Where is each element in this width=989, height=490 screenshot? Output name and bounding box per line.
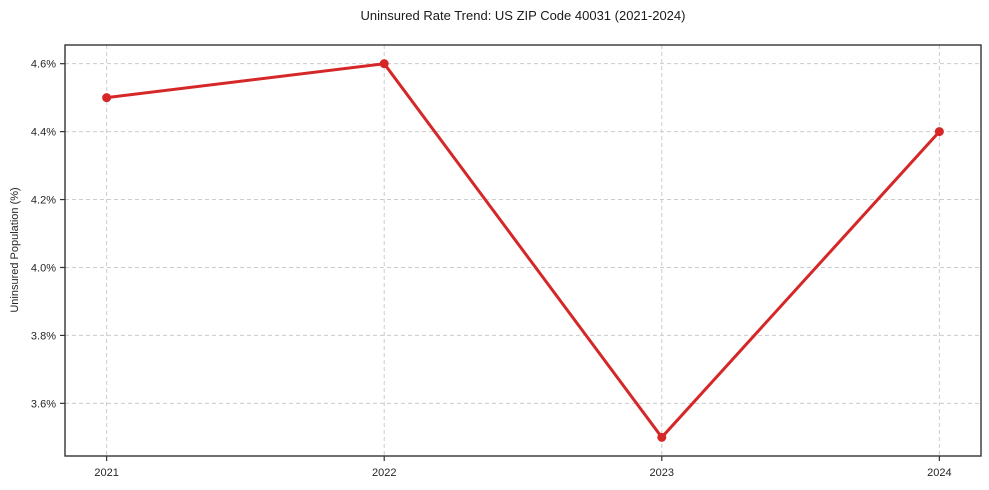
data-point — [657, 432, 667, 442]
data-point — [102, 93, 112, 103]
y-tick-label: 3.6% — [31, 398, 56, 410]
y-tick-label: 4.2% — [31, 195, 56, 207]
x-tick-label: 2024 — [927, 467, 951, 479]
data-point — [934, 127, 944, 137]
x-tick-label: 2022 — [372, 467, 396, 479]
x-tick-label: 2021 — [94, 467, 118, 479]
data-point — [379, 59, 389, 69]
x-tick-label: 2023 — [650, 467, 674, 479]
chart-title: Uninsured Rate Trend: US ZIP Code 40031 … — [361, 8, 686, 23]
y-axis-label: Uninsured Population (%) — [9, 187, 21, 312]
y-tick-label: 3.8% — [31, 330, 56, 342]
plot-border — [64, 44, 982, 457]
y-tick-label: 4.4% — [31, 127, 56, 139]
trend-line — [105, 62, 941, 439]
y-tick-label: 4.6% — [31, 59, 56, 71]
y-tick-label: 4.0% — [31, 262, 56, 274]
